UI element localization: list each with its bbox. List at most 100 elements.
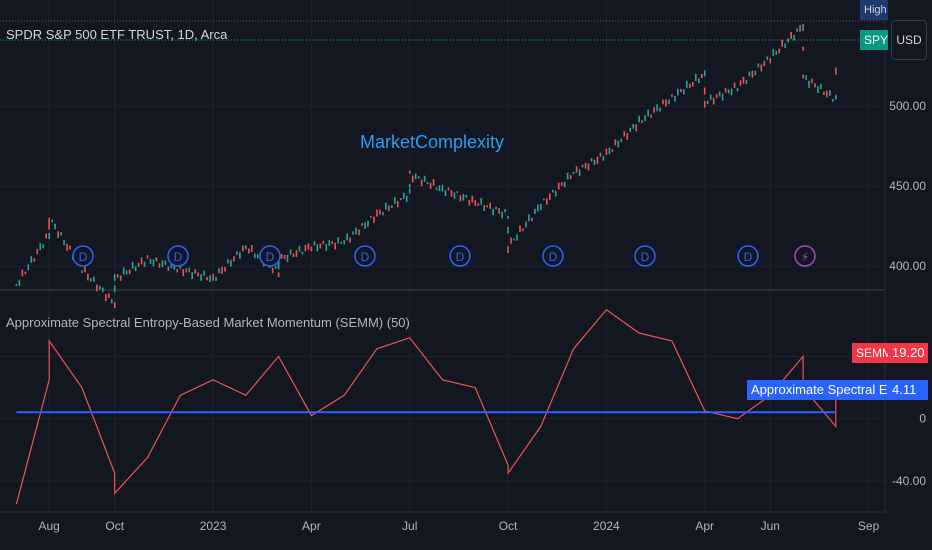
price-candle: [632, 123, 635, 129]
earnings-marker-label: ⚡: [801, 250, 809, 264]
price-candle: [113, 302, 116, 309]
dividend-marker-icon: [542, 245, 564, 267]
semm-label-badge: SEMM: [852, 343, 896, 363]
price-candle: [256, 254, 259, 259]
indicator-series[interactable]: [15, 308, 837, 505]
price-series[interactable]: [15, 23, 837, 309]
price-candle: [605, 148, 608, 156]
price-candle: [408, 170, 411, 174]
price-candle: [671, 94, 673, 97]
price-candle: [107, 293, 110, 299]
symbol-title[interactable]: SPDR S&P 500 ETF TRUST, 1D, Arca: [6, 27, 228, 42]
price-candle: [599, 152, 602, 157]
price-candle: [781, 39, 783, 47]
dividend-marker-label: D: [641, 250, 650, 264]
price-candle: [820, 83, 822, 90]
ticker-badge: SPY: [860, 30, 888, 50]
price-candle: [382, 211, 384, 216]
price-candle: [408, 188, 411, 194]
price-candle: [700, 73, 703, 79]
price-candle: [709, 94, 712, 100]
price-candle: [516, 234, 518, 241]
price-candle: [447, 187, 450, 191]
price-candle: [334, 242, 337, 250]
currency-button[interactable]: USD: [891, 20, 927, 60]
price-candle: [388, 205, 390, 212]
price-candle: [802, 46, 804, 51]
price-candle: [158, 263, 161, 268]
time-axis-tick: Sep: [858, 519, 880, 533]
price-candle: [30, 255, 33, 263]
price-candle: [253, 253, 256, 259]
dividend-marker-icon: [354, 245, 376, 267]
price-candle: [289, 249, 292, 255]
price-candle: [739, 80, 742, 86]
semm-value-badge: 19.20: [888, 343, 928, 363]
price-candle: [486, 205, 488, 208]
price-axis-tick: 500.00: [889, 99, 926, 113]
price-candle: [659, 107, 661, 112]
price-candle: [355, 227, 357, 235]
time-axis-tick: Aug: [38, 519, 59, 533]
price-candle: [462, 194, 465, 201]
price-candle: [152, 259, 155, 267]
price-candle: [760, 64, 763, 72]
event-markers[interactable]: D D D D D D D D ⚡: [72, 245, 816, 267]
indicator-title[interactable]: Approximate Spectral Entropy-Based Marke…: [6, 315, 410, 330]
price-candle: [176, 269, 179, 273]
dividend-marker-label: D: [361, 250, 370, 264]
price-candle: [215, 276, 217, 281]
price-candle: [483, 204, 486, 212]
price-candle: [319, 243, 322, 249]
price-candle: [364, 222, 366, 229]
price-candle: [173, 264, 176, 270]
price-candle: [572, 171, 575, 175]
price-candle: [81, 270, 83, 274]
price-candle: [811, 78, 813, 84]
price-candle: [680, 88, 682, 93]
grid-lines: [0, 0, 885, 512]
price-candle: [790, 31, 792, 39]
watermark-text: MarketComplexity: [360, 132, 505, 152]
price-candle: [480, 198, 483, 205]
price-candle: [578, 169, 581, 176]
dividend-marker-icon: [72, 245, 94, 267]
price-candle: [51, 219, 53, 223]
dividend-marker-icon: [167, 245, 189, 267]
indicator-axis-tick: -40.00: [892, 474, 926, 488]
price-candle: [167, 266, 170, 271]
price-candle: [614, 139, 617, 146]
dividend-marker-label: D: [549, 250, 558, 264]
price-candle: [125, 270, 128, 275]
price-candle: [626, 132, 629, 140]
price-candle: [784, 43, 786, 49]
price-candle: [787, 38, 789, 43]
entropy-value-badge: 4.11: [888, 380, 928, 400]
price-candle: [742, 76, 745, 84]
price-candle: [611, 149, 614, 152]
price-candle: [194, 269, 196, 274]
price-candle: [569, 175, 572, 180]
price-candle: [459, 195, 462, 202]
price-axis-labels: 500.00 450.00 400.00: [889, 99, 926, 273]
price-candle: [468, 199, 471, 206]
price-candle: [24, 271, 27, 275]
price-candle: [692, 81, 694, 87]
time-axis-tick: Jun: [761, 519, 780, 533]
price-candle: [703, 100, 706, 108]
price-candle: [674, 95, 676, 102]
price-candle: [507, 226, 509, 234]
price-candle: [373, 216, 375, 223]
price-candle: [662, 99, 664, 105]
price-candle: [155, 257, 158, 262]
dividend-marker-label: D: [174, 250, 183, 264]
price-candle: [116, 274, 119, 278]
price-candle: [563, 181, 566, 188]
price-candle: [161, 260, 164, 268]
price-candle: [548, 193, 551, 200]
dividend-marker-icon: [449, 245, 471, 267]
price-candle: [402, 192, 405, 200]
indicator-axis-tick: 0: [919, 412, 926, 426]
